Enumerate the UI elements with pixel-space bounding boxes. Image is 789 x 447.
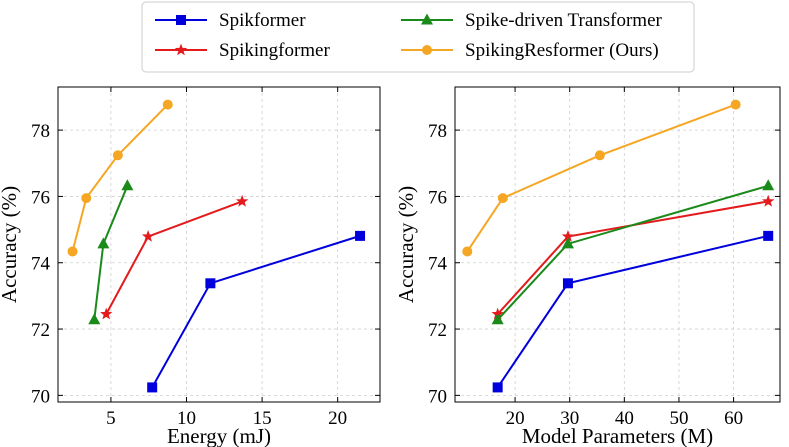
- legend-label-spike-driven-transformer: Spike-driven Transformer: [465, 10, 663, 31]
- y-tick-label: 70: [31, 386, 50, 407]
- series-line-spikingresformer-ours: [71, 103, 169, 252]
- series-spikingresformer-ours: [67, 99, 173, 257]
- y-axis-label: Accuracy (%): [394, 186, 418, 303]
- legend-marker-spikingformer: [174, 43, 188, 56]
- y-tick-label: 72: [31, 320, 50, 341]
- data-point-spikingresformer-ours: [497, 193, 508, 204]
- legend-marker-spikingresformer-ours: [422, 45, 432, 55]
- y-tick-label: 72: [428, 320, 447, 341]
- data-point-spike-driven-transformer: [88, 313, 101, 325]
- data-point-spikingformer: [235, 194, 249, 207]
- data-point-spikingresformer-ours: [462, 246, 473, 257]
- series-line-spikformer: [151, 234, 361, 388]
- series-spike-driven-transformer: [491, 179, 775, 325]
- grid: [58, 87, 380, 402]
- legend-item-spikformer: Spikformer: [155, 10, 306, 31]
- data-point-spike-driven-transformer: [561, 237, 574, 249]
- x-tick-label: 20: [506, 408, 525, 429]
- legend-label-spikingresformer-ours: SpikingResformer (Ours): [465, 40, 659, 61]
- data-point-spikingformer: [561, 230, 575, 242]
- plot-frame: [57, 86, 381, 403]
- x-tick-label: 10: [177, 408, 196, 429]
- energy-accuracy-panel: 5 10 15 20 70 72 74 76 78 Energy (mJ) Accuracy (%): [0, 86, 381, 447]
- y-tick-label: 70: [428, 386, 447, 407]
- legend-item-spike-driven-transformer: Spike-driven Transformer: [401, 10, 663, 31]
- x-tick-label: 15: [253, 408, 272, 429]
- series-spikingformer: [491, 194, 775, 320]
- series-line-spikingresformer-ours: [466, 103, 737, 253]
- legend-item-spikingformer: Spikingformer: [155, 40, 330, 61]
- x-tick-label: 60: [724, 408, 743, 429]
- data-point-spikingresformer-ours: [594, 150, 605, 161]
- y-tick-label: 74: [428, 254, 448, 275]
- data-point-spikingformer: [100, 307, 113, 320]
- data-point-spikformer: [763, 230, 774, 241]
- series-line-spikformer: [496, 234, 769, 388]
- series-spikingresformer-ours: [462, 99, 741, 257]
- y-axis-label: Accuracy (%): [0, 186, 21, 303]
- data-point-spikformer: [562, 278, 573, 289]
- legend-label-spikformer: Spikformer: [219, 10, 306, 31]
- data-point-spike-driven-transformer: [491, 313, 504, 325]
- data-point-spikingresformer-ours: [112, 150, 123, 161]
- x-tick-label: 50: [669, 408, 688, 429]
- data-point-spike-driven-transformer: [762, 179, 775, 191]
- x-axis-label: Model Parameters (M): [522, 424, 713, 447]
- series-line-spikingformer: [105, 200, 243, 315]
- y-tick-label: 78: [428, 121, 447, 142]
- data-point-spikformer: [205, 278, 216, 289]
- series-spikformer: [147, 230, 366, 393]
- data-point-spikingresformer-ours: [67, 246, 78, 257]
- parameters-accuracy-panel: 20 30 40 50 60 70 72 74 76 78 Model Parameters (M)…: [394, 86, 781, 447]
- y-tick-label: 74: [31, 254, 51, 275]
- y-tick-label: 78: [31, 121, 50, 142]
- data-point-spikingresformer-ours: [730, 99, 741, 110]
- legend-frame: [141, 1, 695, 73]
- series-line-spike-driven-transformer: [496, 184, 769, 321]
- y-tick-label: 76: [428, 187, 447, 208]
- data-point-spikingformer: [141, 230, 155, 242]
- data-point-spikingformer: [762, 194, 775, 207]
- data-point-spike-driven-transformer: [97, 237, 110, 249]
- series-spikformer: [492, 230, 774, 393]
- series-spikingformer: [100, 194, 249, 320]
- x-tick-label: 5: [106, 408, 116, 429]
- data-point-spikingresformer-ours: [162, 99, 173, 110]
- data-point-spikingresformer-ours: [81, 193, 92, 204]
- data-point-spike-driven-transformer: [121, 179, 134, 191]
- x-axis-label: Energy (mJ): [167, 424, 271, 447]
- series-line-spikingformer: [496, 200, 769, 315]
- plot-frame: [454, 86, 781, 403]
- legend: Spikformer Spikingformer Spike-driven Tran…: [141, 1, 695, 73]
- data-point-spikformer: [355, 230, 366, 241]
- legend-item-spikingresformer-ours: SpikingResformer (Ours): [401, 40, 659, 61]
- x-tick-label: 30: [560, 408, 579, 429]
- legend-marker-spikformer: [176, 15, 186, 25]
- series-spike-driven-transformer: [88, 179, 134, 325]
- ticks: 5 10 15 20 70 72 74 76 78: [31, 87, 380, 429]
- legend-marker-spike-driven-transformer: [421, 13, 433, 25]
- legend-label-spikingformer: Spikingformer: [219, 40, 330, 61]
- x-tick-label: 40: [615, 408, 634, 429]
- y-tick-label: 76: [31, 187, 50, 208]
- data-point-spikformer: [492, 382, 503, 393]
- data-point-spikformer: [147, 382, 158, 393]
- x-tick-label: 20: [328, 408, 347, 429]
- ticks: 20 30 40 50 60 70 72 74 76 78: [428, 87, 780, 429]
